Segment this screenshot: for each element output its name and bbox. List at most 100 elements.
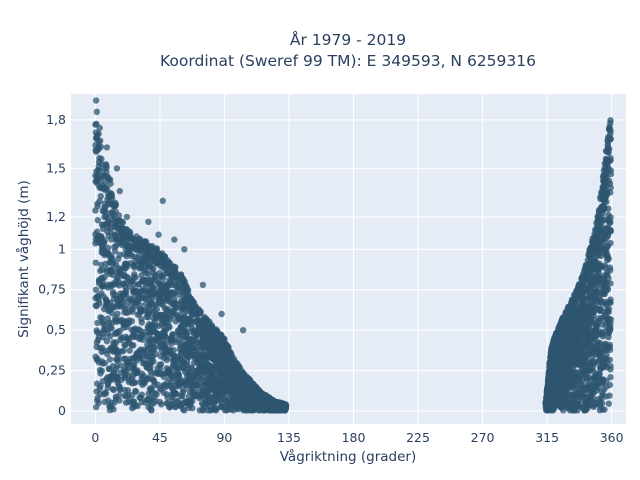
data-point: [567, 340, 574, 347]
data-point: [188, 345, 195, 352]
data-point: [116, 397, 123, 404]
data-point: [206, 366, 213, 374]
data-point: [221, 365, 229, 372]
data-point: [147, 402, 155, 409]
data-point: [108, 268, 115, 275]
data-point: [196, 407, 203, 414]
data-point: [250, 382, 257, 390]
data-point: [593, 400, 600, 408]
data-point: [105, 219, 112, 226]
data-point: [194, 339, 201, 347]
data-point: [592, 317, 599, 324]
data-point: [149, 343, 157, 351]
data-point: [148, 407, 155, 414]
data-point: [103, 164, 110, 171]
data-point: [187, 379, 195, 387]
data-point: [183, 334, 190, 341]
data-point: [136, 306, 143, 313]
data-point: [116, 251, 123, 258]
data-point: [228, 369, 236, 376]
data-point: [129, 308, 136, 315]
data-point: [177, 282, 184, 290]
data-point: [204, 376, 211, 384]
data-point: [157, 311, 164, 319]
data-point: [121, 260, 129, 267]
data-point: [141, 238, 148, 245]
data-point: [116, 187, 124, 195]
x-tick-label: 315: [535, 430, 559, 445]
data-point: [125, 230, 133, 237]
data-point: [607, 184, 614, 191]
data-point: [605, 225, 612, 232]
data-point: [158, 386, 165, 393]
data-point: [128, 342, 136, 349]
data-point: [213, 390, 220, 397]
data-point: [166, 259, 174, 267]
data-point: [203, 315, 210, 322]
data-point: [138, 331, 145, 338]
data-point: [93, 178, 101, 185]
data-point: [157, 280, 164, 288]
data-point: [238, 382, 245, 390]
data-point: [133, 237, 140, 244]
data-point: [557, 373, 564, 380]
data-point: [174, 397, 181, 405]
data-point: [123, 213, 131, 221]
data-point: [104, 173, 112, 180]
data-point: [92, 302, 100, 309]
data-point: [221, 407, 229, 414]
data-point: [595, 277, 602, 284]
data-point: [98, 344, 106, 351]
data-point: [113, 222, 120, 229]
data-point: [244, 387, 252, 394]
data-point: [160, 373, 168, 381]
data-point: [218, 310, 225, 318]
data-point: [587, 392, 594, 399]
data-point: [101, 398, 108, 406]
data-point: [169, 400, 177, 408]
data-point: [122, 392, 130, 400]
data-point: [272, 398, 279, 405]
data-point: [182, 327, 189, 334]
data-point: [108, 236, 115, 243]
data-point: [123, 287, 130, 294]
data-point: [97, 193, 105, 200]
data-point: [587, 359, 594, 366]
data-point: [544, 378, 552, 386]
data-point: [602, 264, 610, 272]
data-point: [574, 285, 582, 292]
data-point: [140, 379, 147, 386]
data-point: [568, 335, 575, 342]
data-point: [148, 300, 156, 308]
data-point: [226, 382, 233, 390]
y-axis-title: Signifikant våghöjd (m): [15, 180, 32, 338]
data-point: [96, 385, 104, 392]
data-point: [124, 335, 131, 342]
data-point: [598, 400, 606, 407]
data-point: [603, 171, 610, 178]
data-point: [596, 239, 604, 247]
chart-title-line-2: Koordinat (Sweref 99 TM): E 349593, N 62…: [160, 52, 536, 70]
data-point: [117, 336, 124, 344]
data-point: [553, 329, 561, 337]
data-point: [165, 294, 172, 301]
data-point: [589, 353, 596, 360]
data-point: [186, 294, 193, 301]
data-point: [607, 239, 614, 247]
y-tick-label: 1,2: [46, 209, 66, 224]
data-point: [189, 352, 197, 359]
data-point: [216, 381, 223, 388]
data-point: [145, 248, 153, 256]
data-point: [169, 393, 176, 401]
data-point: [141, 276, 149, 283]
y-tick-label: 1: [58, 241, 66, 256]
data-point: [94, 319, 101, 327]
data-point: [138, 272, 145, 279]
data-point: [542, 399, 549, 406]
data-point: [603, 383, 610, 390]
data-point: [599, 363, 606, 370]
data-point: [172, 318, 179, 325]
data-point: [117, 386, 124, 393]
data-point: [558, 345, 565, 352]
